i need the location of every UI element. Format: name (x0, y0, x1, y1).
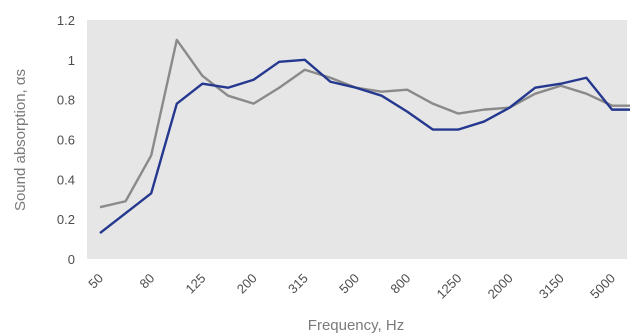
y-tick-label: 1 (68, 53, 75, 68)
x-axis-ticks: 50 80 125 200 315 500 800 1250 2000 3150 5000 (85, 271, 618, 302)
plot-area (87, 20, 627, 259)
y-axis-title: Sound absorption, αs (12, 69, 29, 211)
x-tick-label: 200 (234, 271, 260, 297)
x-tick-label: 5000 (587, 271, 618, 302)
x-tick-label: 2000 (485, 271, 516, 302)
series-lines (99, 38, 630, 235)
x-tick-label: 315 (285, 271, 311, 297)
series-line-blue (99, 58, 630, 235)
series-line-gray (99, 38, 630, 209)
x-tick-label: 800 (387, 271, 413, 297)
y-tick-label: 0 (68, 252, 75, 267)
x-axis-title: Frequency, Hz (308, 317, 404, 334)
x-tick-label: 3150 (536, 271, 567, 302)
x-tick-label: 50 (85, 271, 106, 292)
y-tick-label: 0.6 (57, 133, 75, 148)
x-tick-label: 125 (183, 271, 209, 297)
x-tick-label: 80 (136, 271, 157, 292)
y-tick-label: 0.8 (57, 93, 75, 108)
y-axis-ticks: 0 0.2 0.4 0.6 0.8 1 1.2 (57, 13, 75, 267)
y-tick-label: 0.2 (57, 212, 75, 227)
y-tick-label: 0.4 (57, 172, 75, 187)
y-tick-label: 1.2 (57, 13, 75, 28)
x-tick-label: 1250 (433, 271, 464, 302)
x-tick-label: 500 (336, 271, 362, 297)
